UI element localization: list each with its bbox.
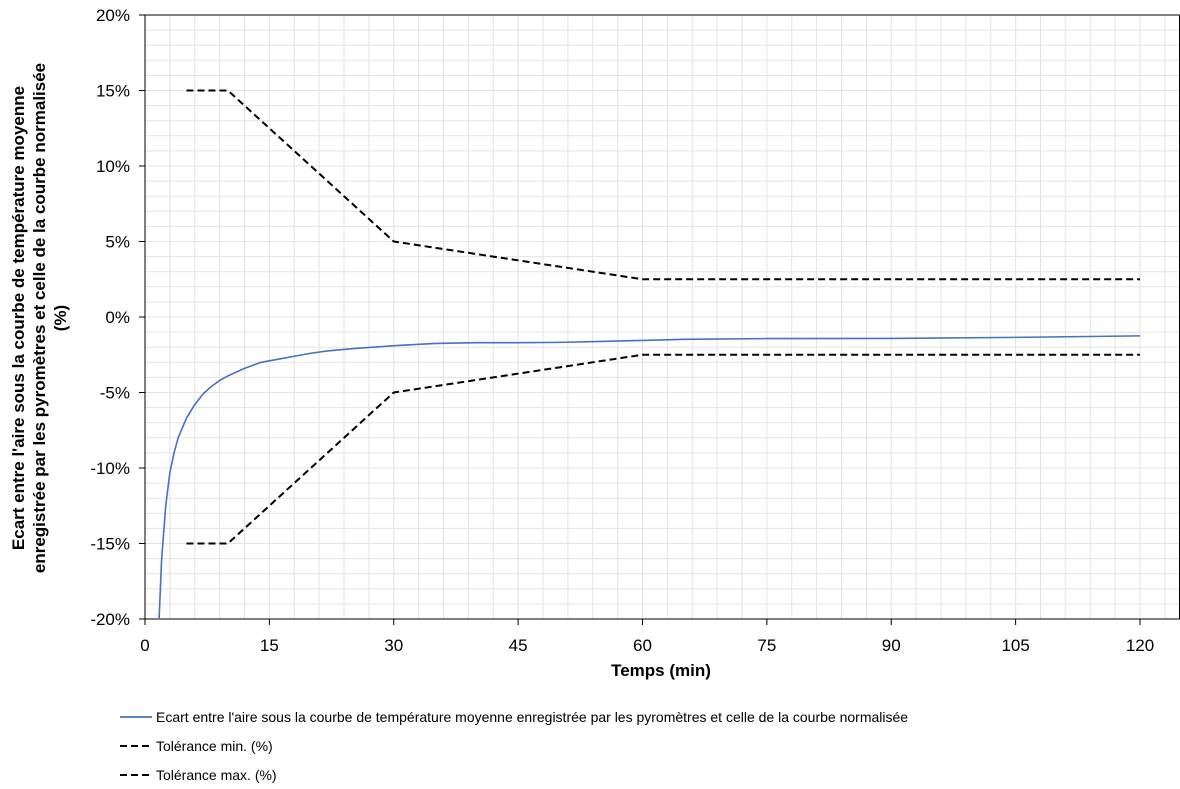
y-tick-label: -5%	[100, 384, 130, 403]
series-lines	[158, 89, 1141, 620]
legend-item-ecart: Ecart entre l'aire sous la courbe de tem…	[120, 709, 908, 725]
x-tick-label: 30	[384, 636, 403, 655]
y-tick-label: -20%	[90, 610, 130, 629]
series-line-tolerance-max	[186, 89, 1140, 281]
y-tick-label: -15%	[90, 535, 130, 554]
x-tick-label: 120	[1126, 636, 1154, 655]
y-tick-label: -10%	[90, 459, 130, 478]
x-tick-label: 90	[882, 636, 901, 655]
x-tick-label: 0	[140, 636, 149, 655]
legend: Ecart entre l'aire sous la courbe de tem…	[120, 709, 908, 783]
y-tick-label: 5%	[105, 233, 130, 252]
y-axis-title-line-2: enregistrée par les pyromètres et celle …	[30, 63, 49, 573]
legend-label-tolerance-max: Tolérance max. (%)	[156, 767, 277, 783]
x-tick-label: 75	[757, 636, 776, 655]
x-tick-label: 45	[509, 636, 528, 655]
x-tick-label: 15	[260, 636, 279, 655]
x-axis-title: Temps (min)	[611, 661, 711, 680]
x-tick-label: 105	[1001, 636, 1029, 655]
legend-label-ecart: Ecart entre l'aire sous la courbe de tem…	[156, 709, 908, 725]
y-axis-title-line-1: Ecart entre l'aire sous la courbe de tem…	[9, 86, 28, 550]
x-tick-label: 60	[633, 636, 652, 655]
y-tick-label: 10%	[96, 157, 130, 176]
legend-item-tolerance-min: Tolérance min. (%)	[120, 738, 273, 754]
series-line-tolerance-min	[186, 353, 1140, 545]
y-tick-label: 0%	[105, 308, 130, 327]
y-axis-title: Ecart entre l'aire sous la courbe de tem…	[9, 63, 70, 573]
y-tick-label: 15%	[96, 82, 130, 101]
tick-labels: -20% -15% -10% -5% 0% 5% 10% 15% 20% 0 15 30 45 60 75 9…	[90, 6, 1154, 655]
series-line-ecart	[158, 335, 1141, 620]
legend-label-tolerance-min: Tolérance min. (%)	[156, 738, 273, 754]
y-tick-label: 20%	[96, 6, 130, 25]
gridlines	[144, 14, 1180, 620]
y-axis-title-line-3: (%)	[51, 305, 70, 331]
legend-item-tolerance-max: Tolérance max. (%)	[120, 767, 277, 783]
